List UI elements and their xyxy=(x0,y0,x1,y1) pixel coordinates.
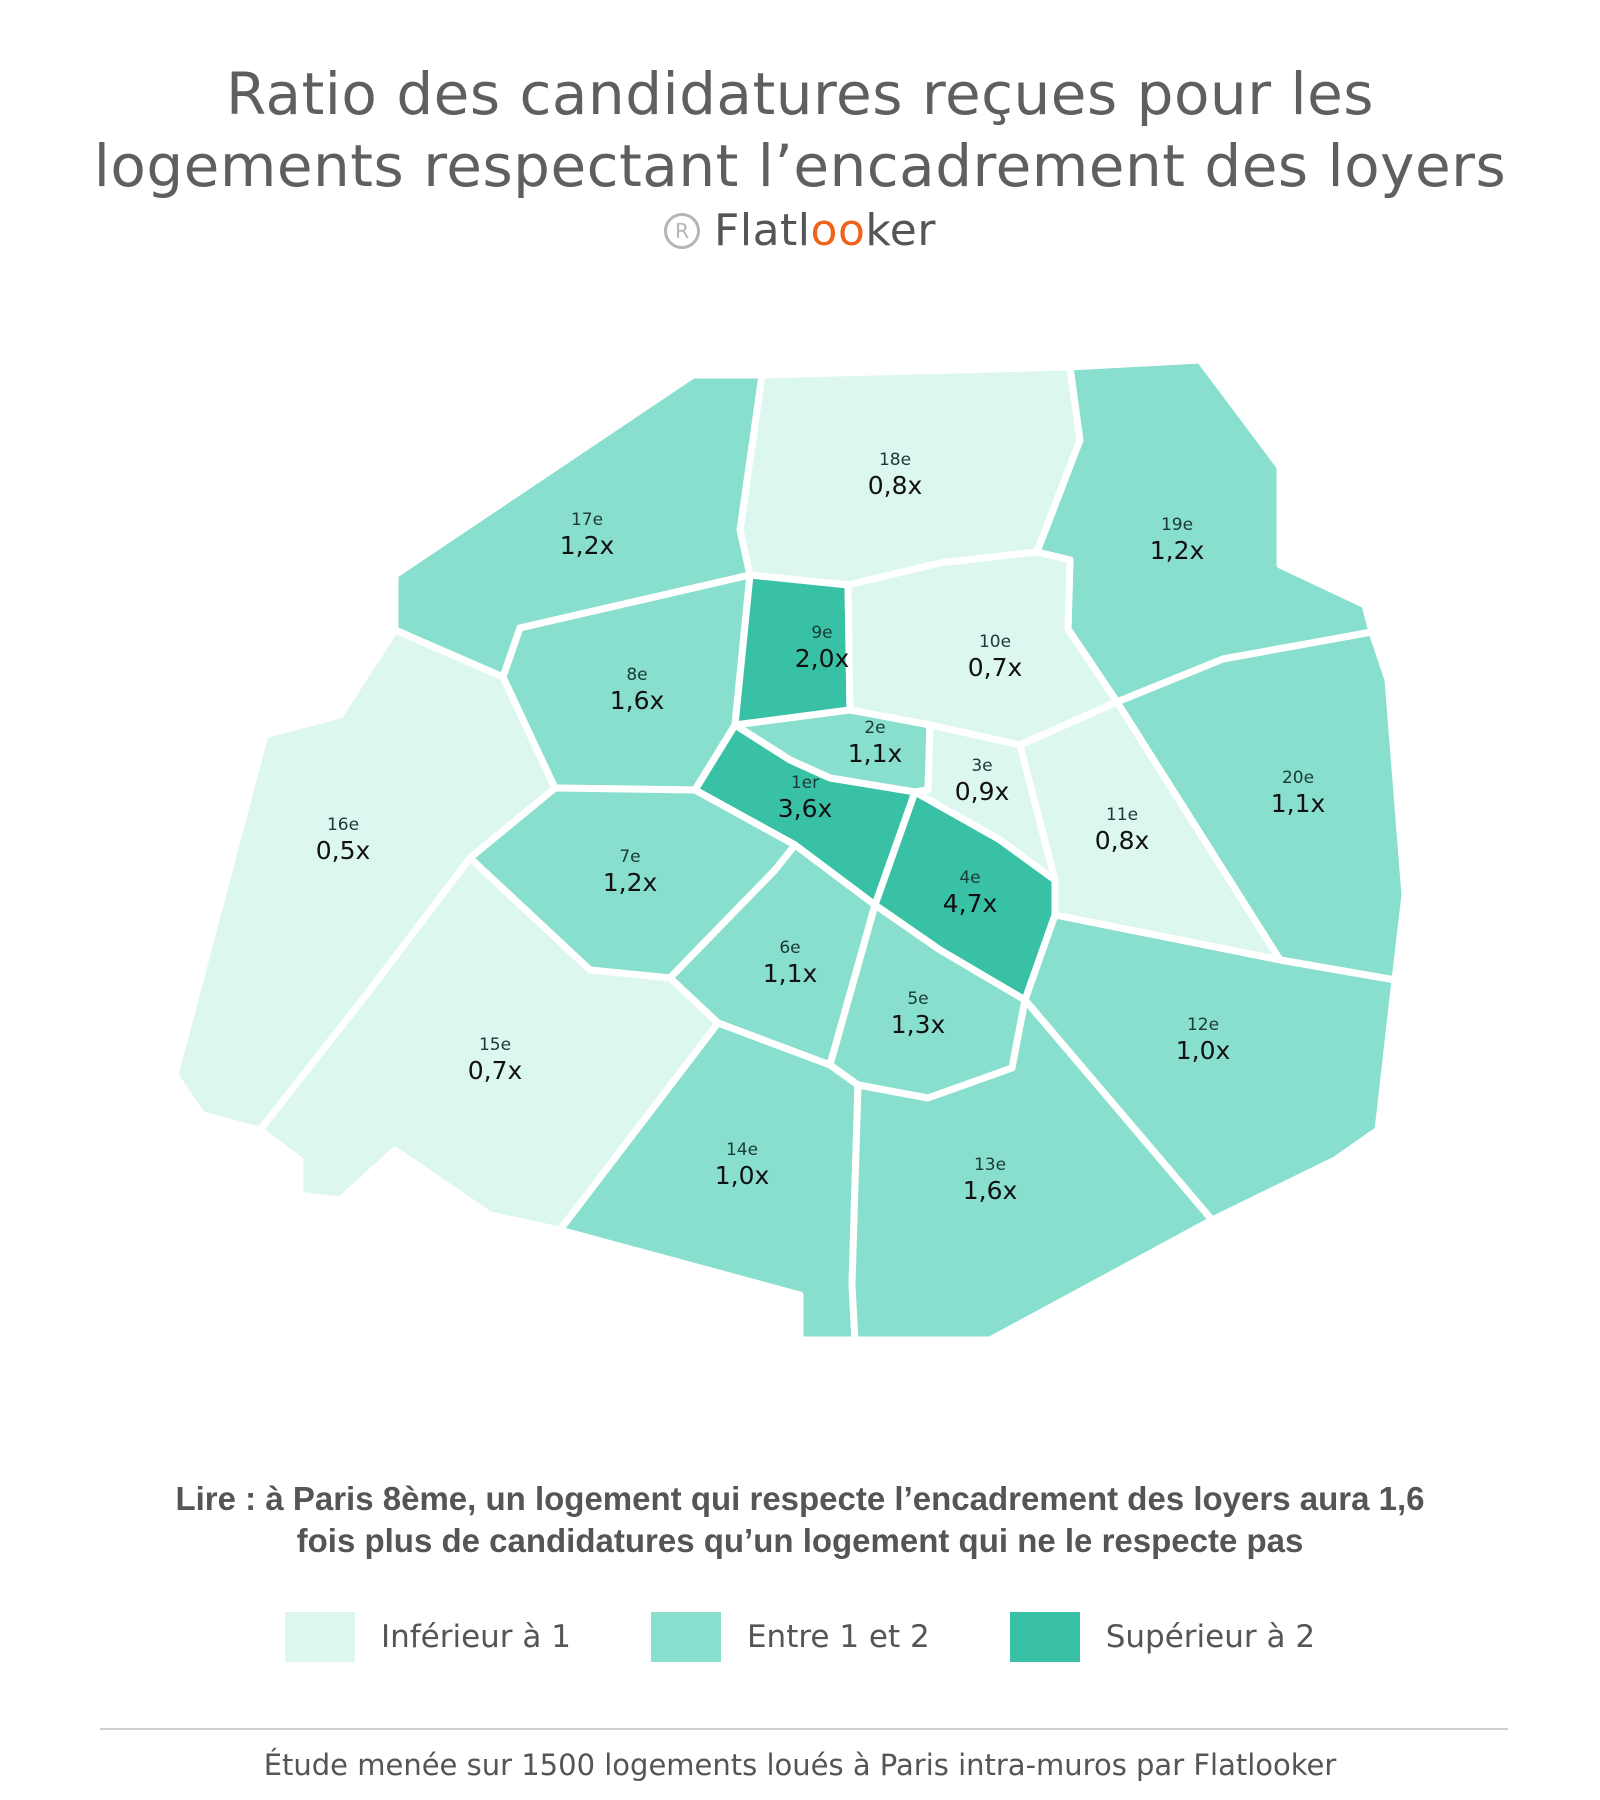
district-labels: 18e 0,8x 17e 1,2x 19e 1,2x 9e 2,0x 10e 0… xyxy=(316,450,1326,1205)
legend-swatch-low xyxy=(284,1612,355,1662)
label-name-11: 11e xyxy=(1106,805,1138,825)
legend-item-mid: Entre 1 et 2 xyxy=(650,1612,930,1662)
label-name-14: 14e xyxy=(726,1140,758,1160)
legend-label-mid: Entre 1 et 2 xyxy=(746,1619,930,1655)
legend-item-low: Inférieur à 1 xyxy=(284,1612,571,1662)
label-value-4: 4,7x xyxy=(943,889,998,918)
label-value-3: 0,9x xyxy=(955,777,1010,806)
title-line-1: Ratio des candidatures reçues pour les xyxy=(226,60,1374,128)
label-value-14: 1,0x xyxy=(715,1161,770,1190)
legend-swatch-mid xyxy=(650,1612,721,1662)
legend-label-high: Supérieur à 2 xyxy=(1105,1619,1316,1655)
label-value-16: 0,5x xyxy=(316,836,371,865)
label-value-10: 0,7x xyxy=(968,653,1023,682)
reading-note-line-1: Lire : à Paris 8ème, un logement qui res… xyxy=(175,1480,1425,1517)
label-name-6: 6e xyxy=(779,938,800,958)
label-name-1: 1er xyxy=(791,773,819,793)
district-15 xyxy=(256,854,722,1234)
brand-glasses-icon: oo xyxy=(810,205,866,256)
label-value-5: 1,3x xyxy=(891,1010,946,1039)
label-value-20: 1,1x xyxy=(1271,789,1326,818)
title-line-2: logements respectant l’encadrement des l… xyxy=(93,132,1507,200)
district-13 xyxy=(848,996,1216,1344)
label-name-18: 18e xyxy=(879,450,911,470)
label-name-13: 13e xyxy=(974,1155,1006,1175)
label-name-12: 12e xyxy=(1187,1015,1219,1035)
legend-label-low: Inférieur à 1 xyxy=(380,1619,571,1655)
label-value-13: 1,6x xyxy=(963,1176,1018,1205)
label-name-9: 9e xyxy=(811,623,832,643)
legend-item-high: Supérieur à 2 xyxy=(1009,1612,1316,1662)
label-name-7: 7e xyxy=(619,847,640,867)
reading-note-line-2: fois plus de candidatures qu’un logement… xyxy=(296,1522,1304,1559)
legend: Inférieur à 1 Entre 1 et 2 Supérieur à 2 xyxy=(0,1612,1600,1662)
legend-swatch-high xyxy=(1009,1612,1080,1662)
label-value-2: 1,1x xyxy=(848,739,903,768)
label-name-19: 19e xyxy=(1161,515,1193,535)
footer-note: Étude menée sur 1500 logements loués à P… xyxy=(263,1748,1337,1782)
label-name-17: 17e xyxy=(571,510,603,530)
label-name-10: 10e xyxy=(979,632,1011,652)
registered-icon: R xyxy=(664,212,701,249)
label-value-11: 0,8x xyxy=(1095,826,1150,855)
label-value-9: 2,0x xyxy=(795,644,850,673)
label-name-8: 8e xyxy=(626,665,647,685)
brand-name: Flatlooker xyxy=(714,205,936,256)
chart-title: Ratio des candidatures reçues pour les l… xyxy=(0,58,1600,202)
label-value-7: 1,2x xyxy=(603,868,658,897)
label-value-18: 0,8x xyxy=(868,471,923,500)
label-name-2: 2e xyxy=(864,718,885,738)
label-name-20: 20e xyxy=(1282,768,1314,788)
label-name-5: 5e xyxy=(907,989,928,1009)
label-name-15: 15e xyxy=(479,1035,511,1055)
footer-divider xyxy=(100,1728,1508,1730)
label-value-1: 3,6x xyxy=(778,794,833,823)
label-value-8: 1,6x xyxy=(610,686,665,715)
label-name-3: 3e xyxy=(971,756,992,776)
reading-note: Lire : à Paris 8ème, un logement qui res… xyxy=(0,1478,1600,1562)
label-name-4: 4e xyxy=(959,868,980,888)
label-name-16: 16e xyxy=(327,815,359,835)
label-value-15: 0,7x xyxy=(468,1056,523,1085)
label-value-6: 1,1x xyxy=(763,959,818,988)
label-value-17: 1,2x xyxy=(560,531,615,560)
label-value-12: 1,0x xyxy=(1176,1036,1231,1065)
brand-logo: R Flatlooker xyxy=(0,205,1600,256)
label-value-19: 1,2x xyxy=(1150,536,1205,565)
